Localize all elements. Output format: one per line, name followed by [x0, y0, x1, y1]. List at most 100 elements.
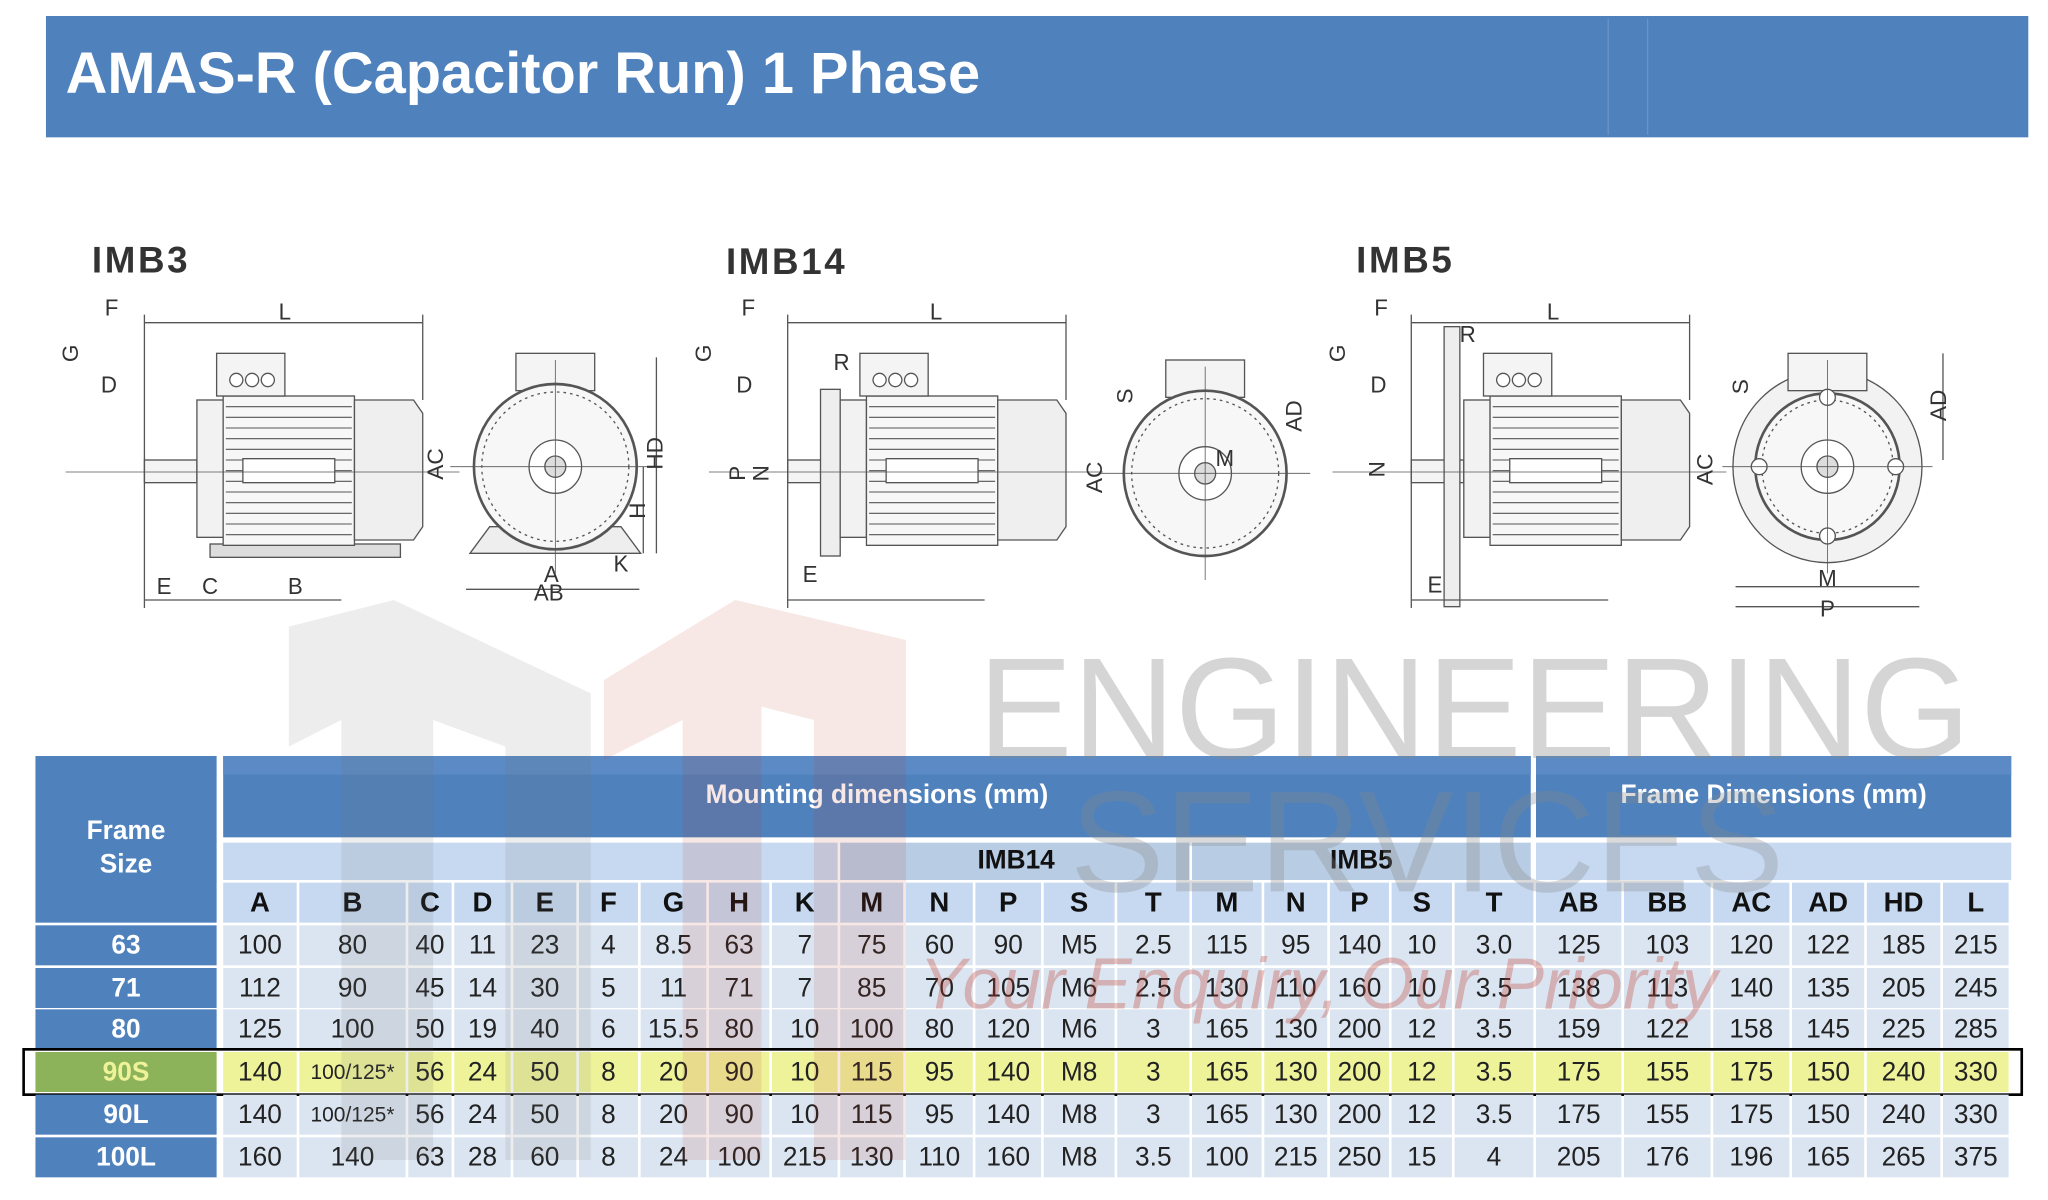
cell-value: 8.5 — [655, 930, 691, 960]
data-cell — [640, 968, 707, 1008]
cell-value: 10 — [1407, 972, 1436, 1002]
column-header: M — [860, 886, 883, 917]
cell-value: 3.5 — [1476, 1099, 1512, 1129]
cell-value: 130 — [1274, 1099, 1318, 1129]
cell-value: 115 — [851, 1056, 893, 1086]
dimension-label: H — [625, 502, 650, 518]
data-cell — [1713, 1137, 1790, 1178]
data-cell — [1043, 968, 1115, 1008]
column-header: B — [343, 886, 363, 917]
cell-value: M8 — [1061, 1056, 1097, 1086]
watermark-tagline: Your Enquiry, Our Priority — [919, 944, 1722, 1025]
gland — [903, 372, 919, 388]
cell-value: 165 — [1205, 1014, 1249, 1044]
column-header: F — [600, 886, 617, 917]
cell-value: M8 — [1061, 1142, 1097, 1172]
sub-header: IMB14 — [977, 844, 1055, 874]
cell-value: 150 — [1806, 1056, 1850, 1086]
data-cell — [1192, 925, 1262, 966]
data-cell — [840, 1137, 904, 1178]
fan-cover — [353, 399, 424, 541]
view-title: IMB5 — [1356, 238, 1454, 280]
dimension-label: F — [1374, 295, 1388, 320]
data-cell — [1192, 1137, 1262, 1178]
column-header: BB — [1647, 886, 1687, 917]
data-cell — [408, 925, 452, 966]
flange — [1443, 326, 1461, 608]
data-cell — [408, 1009, 452, 1050]
cell-value: 85 — [857, 972, 886, 1002]
cell-value: 145 — [1806, 1014, 1850, 1044]
data-cell — [1391, 925, 1452, 966]
column-header-cell — [1043, 882, 1115, 923]
data-cell — [1792, 925, 1865, 966]
column-header: H — [729, 886, 749, 917]
cell-value: 60 — [530, 1142, 559, 1172]
data-cell — [1391, 1137, 1452, 1178]
data-cell — [578, 968, 639, 1008]
column-header-cell — [840, 882, 904, 923]
cell-value: 100/125* — [310, 1103, 394, 1126]
dimension-label: P — [725, 466, 750, 481]
gland — [888, 372, 903, 388]
data-cell — [708, 1009, 770, 1050]
cell-value: 159 — [1557, 1014, 1601, 1044]
data-cell — [1792, 1137, 1865, 1178]
data-cell — [905, 1052, 973, 1092]
cell-value: 140 — [986, 1099, 1030, 1129]
cell-value: 175 — [1729, 1056, 1773, 1086]
data-cell — [454, 1009, 511, 1050]
data-cell — [513, 968, 577, 1008]
dimension-label: AC — [423, 448, 448, 479]
cell-value: 12 — [1407, 1014, 1436, 1044]
data-cell — [1192, 1009, 1262, 1050]
cell-value: 330 — [1954, 1099, 1998, 1129]
data-cell — [1192, 1094, 1262, 1135]
data-cell — [1942, 968, 2009, 1008]
cell-value: 225 — [1882, 1014, 1926, 1044]
data-cell — [708, 1137, 770, 1178]
data-cell — [578, 1009, 639, 1050]
column-header-cell — [1192, 882, 1262, 923]
cell-value: 12 — [1407, 1056, 1436, 1086]
dimension-label: AB — [534, 580, 564, 605]
data-cell — [1329, 925, 1389, 966]
cell-value: 100 — [717, 1142, 761, 1172]
cell-value: 3.5 — [1135, 1142, 1171, 1172]
cell-value: 215 — [1954, 930, 1998, 960]
dimension-label: AC — [1082, 462, 1107, 493]
column-header-cell — [223, 882, 297, 923]
cell-value: 95 — [1281, 930, 1310, 960]
data-cell — [771, 1137, 838, 1178]
cell-value: 113 — [1646, 972, 1688, 1002]
dimension-label: D — [1370, 372, 1386, 397]
cell-value: M8 — [1061, 1099, 1097, 1129]
data-cell — [1117, 925, 1190, 966]
data-cell — [223, 925, 297, 966]
cell-value: 20 — [659, 1056, 688, 1086]
dimension-label: HD — [642, 437, 667, 470]
group-header: Frame Dimensions (mm) — [1620, 779, 1926, 809]
data-cell — [1454, 1137, 1534, 1178]
frame-size: 100L — [96, 1142, 156, 1172]
watermark-text: SERVICES — [1070, 762, 1784, 922]
column-header-cell — [408, 882, 452, 923]
cell-value: 45 — [415, 972, 444, 1002]
data-cell — [1192, 968, 1262, 1008]
data-cell — [1942, 1009, 2009, 1050]
endshield — [839, 399, 868, 538]
data-cell — [1623, 1094, 1711, 1135]
column-header: AB — [1559, 886, 1599, 917]
column-header-cell — [640, 882, 707, 923]
data-cell — [408, 1137, 452, 1178]
cell-value: 90 — [338, 972, 367, 1002]
frame-cell — [35, 1009, 217, 1050]
data-cell — [1713, 1009, 1790, 1050]
data-cell — [771, 1052, 838, 1092]
cell-value: 120 — [986, 1014, 1030, 1044]
sub-header-cell — [1536, 842, 2012, 880]
data-cell — [1391, 1009, 1452, 1050]
cell-value: 100 — [850, 1014, 894, 1044]
cell-value: 112 — [239, 972, 281, 1002]
dimension-label: D — [101, 372, 117, 397]
